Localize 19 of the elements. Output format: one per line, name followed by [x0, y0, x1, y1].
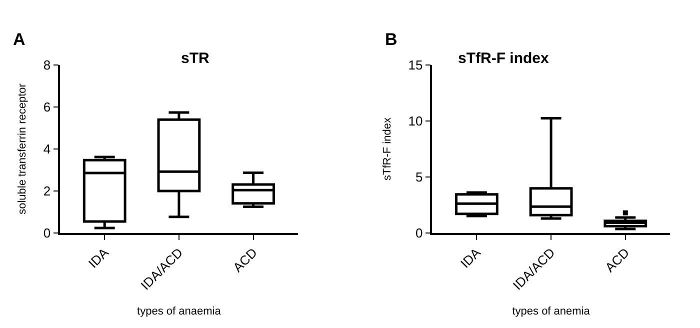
x-axis-title: types of anemia	[512, 306, 591, 318]
y-tick-label: 8	[43, 58, 51, 73]
y-axis-title: soluble transferrin receptor	[16, 83, 29, 214]
chart-title: sTR	[181, 50, 210, 67]
y-tick-label: 0	[43, 226, 51, 241]
x-tick-label: IDA	[457, 244, 484, 271]
y-tick-label: 4	[43, 142, 51, 157]
y-tick-label: 6	[43, 100, 51, 115]
y-tick-label: 10	[408, 114, 423, 129]
y-axis-title: sTfR-F index	[381, 117, 394, 180]
y-tick-label: 15	[408, 58, 423, 73]
y-tick-label: 2	[43, 184, 51, 199]
text: A	[13, 30, 26, 49]
y-tick-label: 5	[416, 170, 423, 185]
y-tick-label: 0	[416, 226, 423, 241]
x-axis-title: types of anaemia	[137, 306, 222, 318]
chart-title: sTfR-F index	[458, 50, 550, 67]
text: B	[385, 30, 398, 49]
x-tick-label: IDA	[85, 244, 112, 271]
